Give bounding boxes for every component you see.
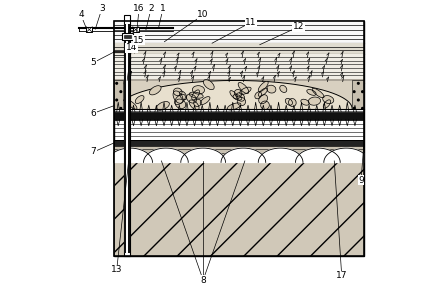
Ellipse shape bbox=[228, 103, 241, 110]
Bar bbox=[114, 112, 364, 120]
Ellipse shape bbox=[189, 92, 203, 98]
Bar bbox=[86, 27, 92, 32]
Text: 10: 10 bbox=[198, 10, 209, 19]
Bar bbox=[114, 21, 364, 256]
Bar bbox=[114, 162, 364, 256]
Polygon shape bbox=[296, 148, 340, 162]
Ellipse shape bbox=[186, 94, 197, 103]
Text: 13: 13 bbox=[111, 265, 122, 274]
Polygon shape bbox=[114, 148, 152, 162]
Text: 14: 14 bbox=[126, 43, 137, 52]
Ellipse shape bbox=[312, 88, 324, 98]
Ellipse shape bbox=[267, 85, 276, 93]
Bar bbox=[114, 79, 364, 109]
Ellipse shape bbox=[280, 85, 287, 92]
Bar bbox=[114, 21, 364, 43]
Ellipse shape bbox=[192, 90, 199, 100]
Bar bbox=[114, 21, 364, 256]
Bar bbox=[128, 24, 130, 253]
Ellipse shape bbox=[194, 99, 201, 106]
Text: 3: 3 bbox=[99, 4, 105, 13]
Polygon shape bbox=[221, 148, 266, 162]
Polygon shape bbox=[143, 148, 188, 162]
Ellipse shape bbox=[308, 97, 321, 105]
Bar bbox=[352, 80, 364, 109]
Ellipse shape bbox=[285, 98, 293, 105]
Ellipse shape bbox=[127, 100, 137, 109]
Ellipse shape bbox=[258, 95, 267, 104]
Ellipse shape bbox=[258, 88, 267, 96]
Text: 5: 5 bbox=[90, 58, 96, 67]
Bar bbox=[114, 80, 123, 109]
Ellipse shape bbox=[258, 81, 268, 92]
Polygon shape bbox=[324, 148, 364, 162]
Text: 6: 6 bbox=[90, 109, 96, 118]
Ellipse shape bbox=[173, 88, 182, 96]
Text: 2: 2 bbox=[148, 4, 154, 13]
Ellipse shape bbox=[261, 101, 269, 110]
Text: 4: 4 bbox=[78, 10, 84, 19]
Ellipse shape bbox=[192, 86, 205, 94]
Text: 17: 17 bbox=[336, 271, 348, 280]
Ellipse shape bbox=[237, 97, 246, 106]
Ellipse shape bbox=[150, 86, 161, 95]
Ellipse shape bbox=[236, 93, 245, 101]
Ellipse shape bbox=[289, 99, 296, 107]
Ellipse shape bbox=[203, 80, 214, 90]
Bar bbox=[124, 15, 130, 256]
Text: 9: 9 bbox=[358, 176, 364, 185]
Ellipse shape bbox=[323, 100, 331, 108]
Text: 7: 7 bbox=[90, 148, 96, 156]
Bar bbox=[114, 158, 364, 162]
Ellipse shape bbox=[301, 99, 309, 105]
Ellipse shape bbox=[156, 102, 169, 110]
Ellipse shape bbox=[238, 83, 249, 94]
Ellipse shape bbox=[175, 94, 185, 105]
Ellipse shape bbox=[255, 92, 262, 99]
Bar bbox=[124, 24, 126, 253]
Bar bbox=[124, 35, 131, 38]
Bar bbox=[114, 162, 364, 256]
Text: 12: 12 bbox=[293, 22, 304, 31]
Text: 1: 1 bbox=[160, 4, 166, 13]
Ellipse shape bbox=[234, 89, 242, 97]
Text: 8: 8 bbox=[200, 276, 206, 285]
Bar bbox=[114, 140, 364, 162]
Bar bbox=[114, 140, 364, 146]
Bar bbox=[122, 33, 133, 40]
Text: 15: 15 bbox=[134, 36, 145, 45]
Ellipse shape bbox=[233, 94, 242, 100]
Ellipse shape bbox=[189, 100, 199, 110]
Bar bbox=[114, 43, 364, 54]
Ellipse shape bbox=[179, 91, 187, 100]
Ellipse shape bbox=[200, 97, 210, 105]
Text: 11: 11 bbox=[245, 18, 257, 27]
Text: 16: 16 bbox=[134, 4, 145, 13]
Ellipse shape bbox=[230, 91, 238, 99]
Polygon shape bbox=[258, 148, 303, 162]
Polygon shape bbox=[181, 148, 225, 162]
Ellipse shape bbox=[323, 96, 334, 104]
Ellipse shape bbox=[135, 96, 144, 103]
Ellipse shape bbox=[240, 87, 251, 94]
Ellipse shape bbox=[307, 89, 316, 95]
Ellipse shape bbox=[173, 91, 183, 103]
Ellipse shape bbox=[175, 99, 186, 108]
Bar bbox=[133, 27, 139, 32]
Polygon shape bbox=[118, 80, 352, 109]
Bar bbox=[114, 54, 364, 83]
